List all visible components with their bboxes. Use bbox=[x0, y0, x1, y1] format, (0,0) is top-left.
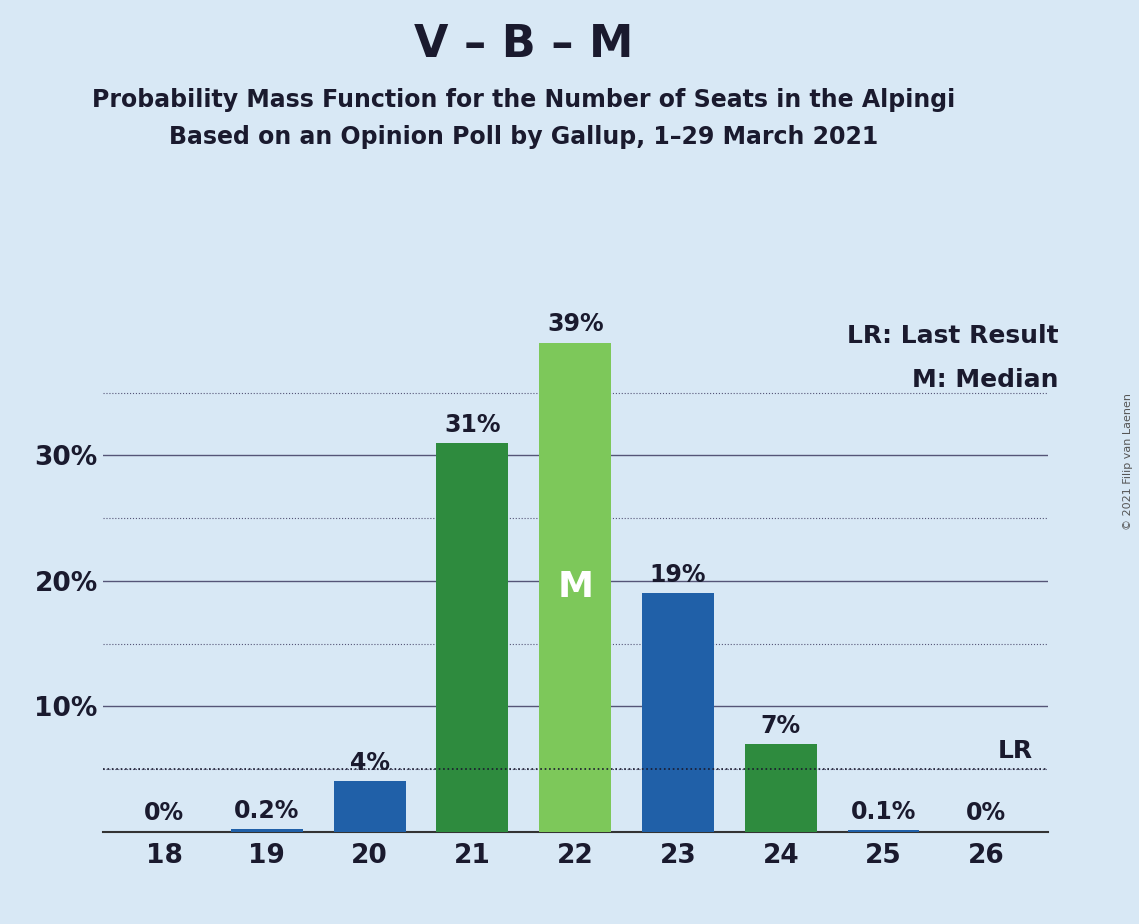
Text: 19%: 19% bbox=[649, 563, 706, 587]
Text: 31%: 31% bbox=[444, 413, 501, 437]
Text: V – B – M: V – B – M bbox=[415, 23, 633, 67]
Text: M: Median: M: Median bbox=[911, 368, 1058, 392]
Text: 4%: 4% bbox=[350, 751, 390, 775]
Text: 7%: 7% bbox=[761, 713, 801, 737]
Text: 39%: 39% bbox=[547, 312, 604, 336]
Text: 0.2%: 0.2% bbox=[235, 799, 300, 822]
Text: M: M bbox=[557, 570, 593, 604]
Text: 0.1%: 0.1% bbox=[851, 800, 916, 824]
Bar bbox=[847, 831, 919, 832]
Bar bbox=[231, 829, 303, 832]
Bar bbox=[334, 782, 405, 832]
Bar bbox=[539, 343, 612, 832]
Text: 0%: 0% bbox=[966, 801, 1006, 825]
Bar bbox=[745, 744, 817, 832]
Text: Probability Mass Function for the Number of Seats in the Alpingi: Probability Mass Function for the Number… bbox=[92, 88, 956, 112]
Text: Based on an Opinion Poll by Gallup, 1–29 March 2021: Based on an Opinion Poll by Gallup, 1–29… bbox=[170, 125, 878, 149]
Text: © 2021 Filip van Laenen: © 2021 Filip van Laenen bbox=[1123, 394, 1133, 530]
Text: LR: LR bbox=[998, 738, 1032, 762]
Bar bbox=[436, 443, 508, 832]
Text: LR: Last Result: LR: Last Result bbox=[846, 323, 1058, 347]
Text: 0%: 0% bbox=[145, 801, 185, 825]
Bar bbox=[642, 593, 714, 832]
